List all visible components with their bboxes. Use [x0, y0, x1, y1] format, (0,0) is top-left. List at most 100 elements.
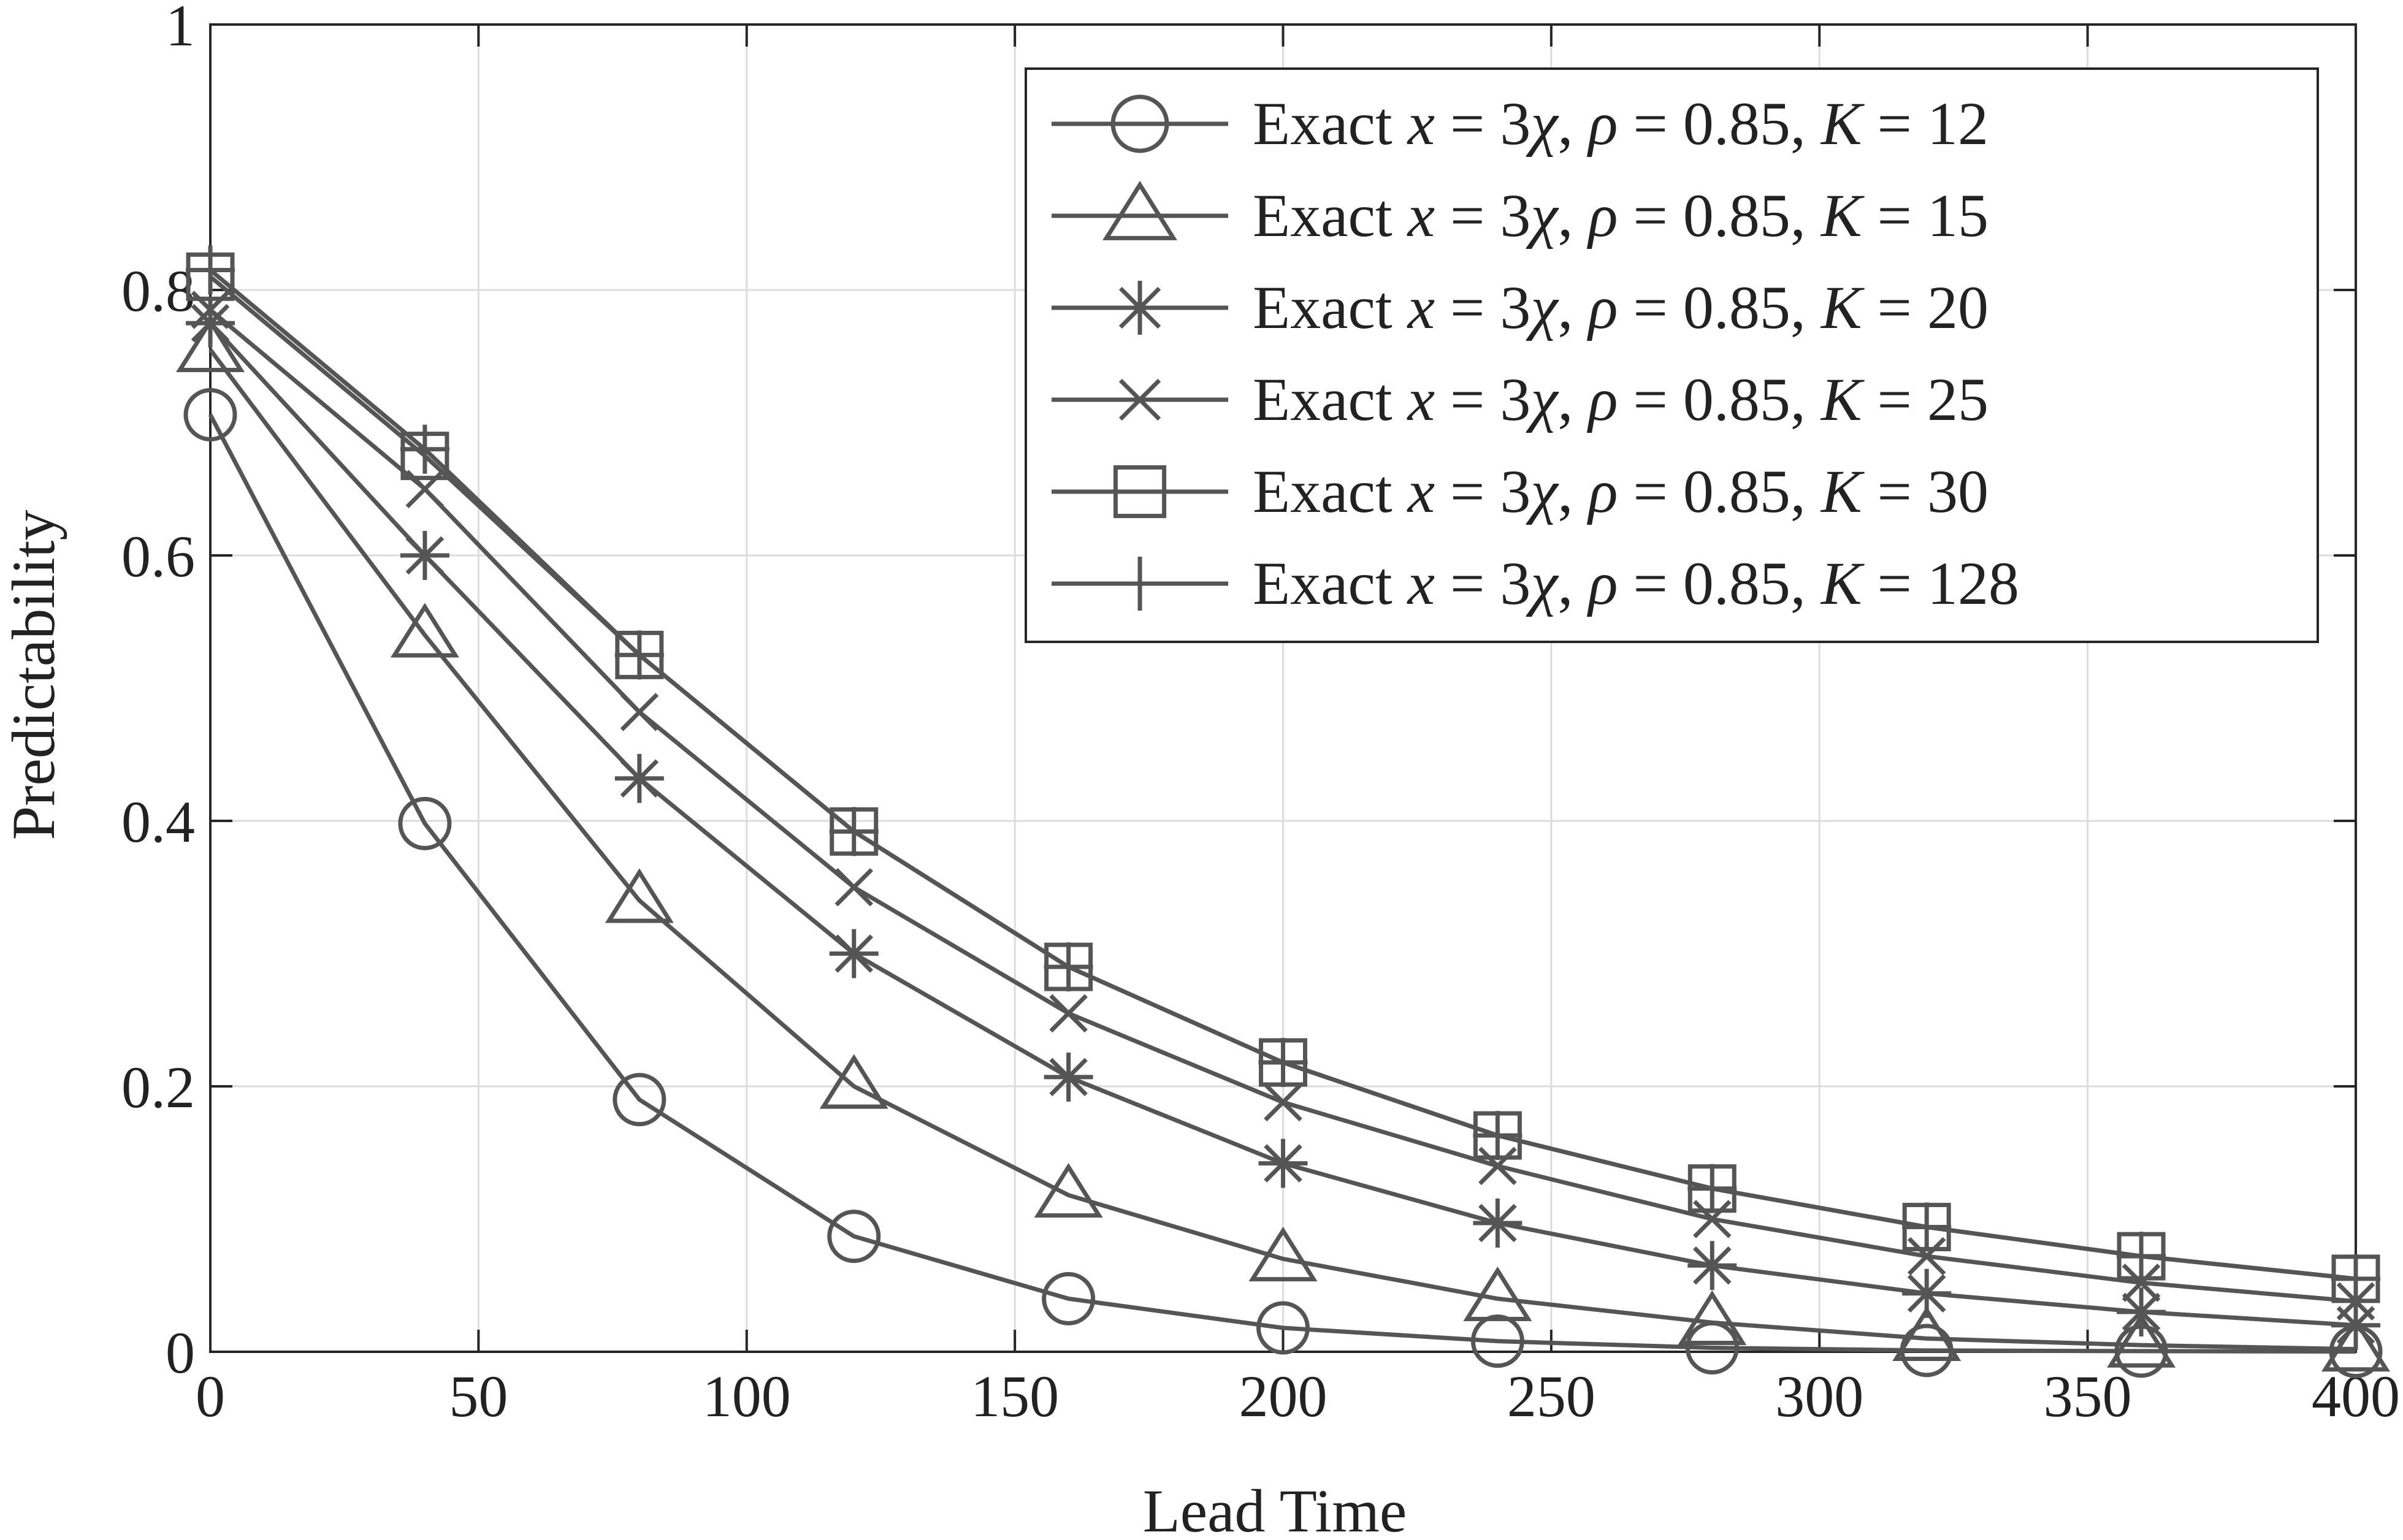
legend-text-part: = 0.85,: [1618, 181, 1820, 250]
data-point-plus: [2331, 1254, 2380, 1303]
data-point-plus: [829, 807, 879, 856]
legend-text-part: Exact: [1253, 365, 1408, 433]
data-point-plus: [1902, 1202, 1952, 1252]
legend-text-part: = 3: [1435, 90, 1530, 158]
data-point-x: [2122, 1264, 2161, 1302]
legend-math-symbol: χ: [1525, 181, 1559, 250]
legend-label: Exact x = 3χ, ρ = 0.85, K = 20: [1253, 273, 1988, 341]
data-point-circle: [1256, 1301, 1310, 1355]
legend-text-part: = 3: [1435, 365, 1530, 433]
series-plus: [186, 245, 2380, 1303]
legend-text-part: = 0.85,: [1618, 549, 1820, 617]
legend-item: Exact x = 3χ, ρ = 0.85, K = 12: [1052, 90, 1988, 158]
data-point-plus: [400, 424, 449, 474]
legend-text-part: ,: [1557, 365, 1588, 433]
legend-text-part: = 0.85,: [1618, 457, 1820, 525]
data-point-asterisk: [1258, 1138, 1308, 1188]
legend-text-part: Exact: [1253, 90, 1408, 158]
data-point-x: [620, 693, 659, 731]
data-point-plus: [1473, 1111, 1522, 1161]
series-line-triangle: [208, 348, 2356, 1352]
data-point-x: [1478, 1146, 1517, 1186]
legend-text-part: Exact: [1253, 181, 1408, 250]
data-point-asterisk: [1044, 1052, 1093, 1102]
legend-math-symbol: K: [1820, 90, 1865, 158]
data-point-asterisk: [400, 531, 449, 580]
legend-item: Exact x = 3χ, ρ = 0.85, K = 128: [1052, 549, 2019, 617]
legend-math-symbol: χ: [1525, 457, 1559, 525]
data-point-circle: [1042, 1271, 1096, 1325]
x-tick-label: 150: [971, 1363, 1059, 1429]
data-point-triangle: [2321, 1317, 2391, 1372]
legend-math-symbol: K: [1820, 181, 1865, 250]
legend-text-part: = 3: [1435, 457, 1530, 525]
legend-text-part: Exact: [1253, 457, 1408, 525]
legend-text-part: = 3: [1435, 181, 1530, 250]
legend-box: [1025, 67, 2319, 643]
data-point-asterisk: [1473, 1198, 1522, 1248]
legend-text-part: = 15: [1862, 181, 1988, 250]
data-point-x: [1693, 1200, 1732, 1238]
legend-label: Exact x = 3χ, ρ = 0.85, K = 15: [1253, 181, 1988, 250]
legend-text-part: = 12: [1862, 90, 1988, 158]
x-tick-label: 250: [1507, 1363, 1595, 1429]
legend-marker-circle: [1110, 94, 1169, 153]
legend-marker-square: [1113, 465, 1167, 519]
data-point-circle: [827, 1210, 881, 1264]
y-tick-label: 0.4: [121, 789, 195, 855]
data-point-plus: [614, 630, 664, 680]
data-point-triangle: [1463, 1266, 1532, 1322]
legend-text-part: = 128: [1862, 549, 2019, 617]
data-point-x: [1907, 1237, 1946, 1276]
data-point-asterisk: [2331, 1300, 2380, 1350]
legend-text-part: = 20: [1862, 273, 1988, 341]
legend-text-part: ,: [1557, 273, 1588, 341]
legend-math-symbol: ρ: [1586, 365, 1618, 433]
legend-math-symbol: ρ: [1586, 549, 1618, 617]
data-point-plus: [1258, 1038, 1308, 1088]
legend-math-symbol: ρ: [1586, 181, 1618, 250]
series-layer: [175, 245, 2391, 1379]
data-point-plus: [186, 245, 235, 295]
data-point-plus: [2117, 1232, 2166, 1281]
legend-label: Exact x = 3χ, ρ = 0.85, K = 128: [1253, 549, 2019, 617]
legend-math-symbol: x: [1407, 181, 1435, 250]
legend-label: Exact x = 3χ, ρ = 0.85, K = 25: [1253, 365, 1988, 433]
data-point-circle: [398, 796, 452, 850]
data-point-triangle: [1892, 1306, 1962, 1361]
legend-math-symbol: K: [1820, 273, 1865, 341]
data-point-asterisk: [1902, 1268, 1952, 1318]
legend-text-part: = 3: [1435, 549, 1530, 617]
series-triangle: [175, 317, 2391, 1372]
legend-text-part: Exact: [1253, 273, 1408, 341]
y-tick-label: 0.8: [121, 258, 195, 324]
data-point-asterisk: [829, 929, 879, 978]
x-tick-label: 50: [449, 1363, 508, 1429]
data-point-circle: [613, 1073, 667, 1127]
data-point-triangle: [819, 1054, 888, 1109]
data-point-triangle: [2107, 1313, 2176, 1368]
x-tick-label: 100: [703, 1363, 791, 1429]
legend-text-part: = 0.85,: [1618, 365, 1820, 433]
legend-text-part: ,: [1557, 181, 1588, 250]
legend-text-part: Exact: [1253, 549, 1408, 617]
data-point-asterisk: [186, 299, 235, 348]
legend-math-symbol: χ: [1525, 365, 1559, 433]
y-tick-labels: 0 0.2 0.4 0.6 0.8 1: [121, 0, 195, 1386]
x-tick-label: 350: [2044, 1363, 2132, 1429]
data-point-triangle: [175, 317, 245, 373]
legend-text-part: ,: [1557, 457, 1588, 525]
legend-item: Exact x = 3χ, ρ = 0.85, K = 15: [1052, 180, 1988, 250]
y-tick-label: 0: [166, 1320, 195, 1386]
data-point-asterisk: [2117, 1287, 2166, 1337]
legend-label: Exact x = 3χ, ρ = 0.85, K = 12: [1253, 90, 1988, 158]
legend-math-symbol: χ: [1525, 90, 1559, 158]
data-point-circle: [183, 388, 237, 442]
series-line-circle: [208, 413, 2356, 1354]
x-tick-label: 300: [1775, 1363, 1863, 1429]
x-tick-label: 0: [196, 1363, 225, 1429]
legend-math-symbol: ρ: [1586, 90, 1618, 158]
data-point-asterisk: [614, 753, 664, 803]
